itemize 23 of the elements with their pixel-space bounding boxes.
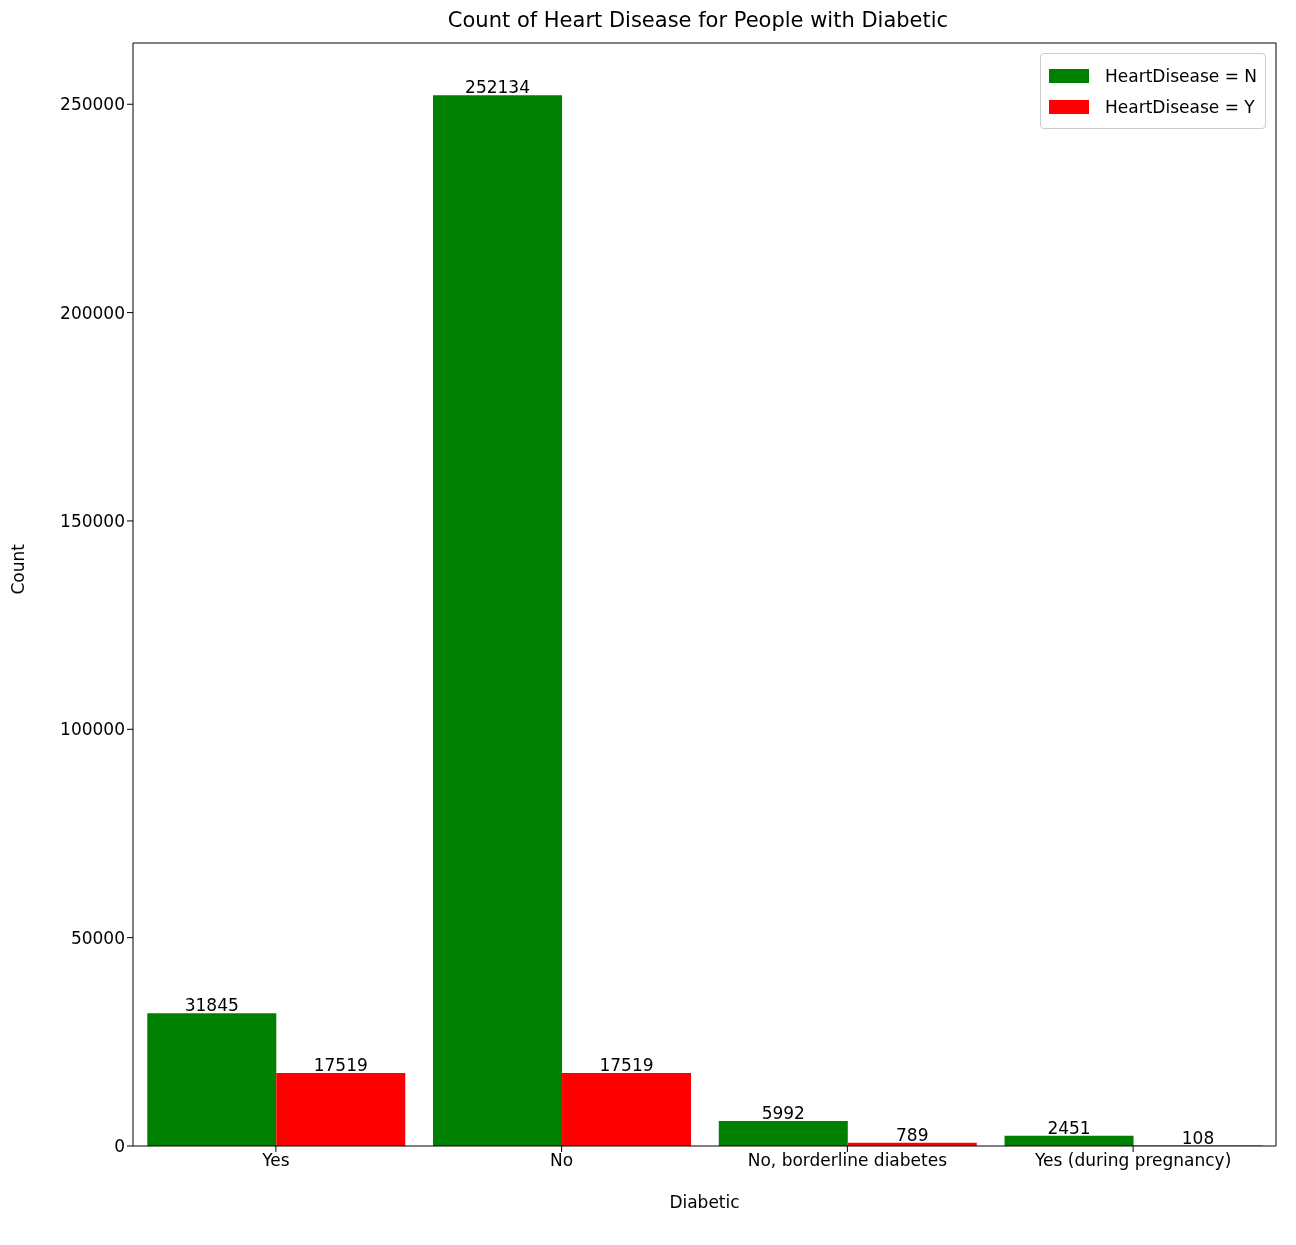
- legend-label: HeartDisease = N: [1104, 64, 1257, 88]
- y-axis-title: Count: [8, 543, 29, 595]
- x-tick-label: Yes (during pregnancy): [1033, 1150, 1232, 1171]
- x-tick-label: Yes: [261, 1150, 290, 1171]
- y-tick-label: 150000: [60, 510, 125, 531]
- y-tick-label: 100000: [60, 719, 125, 740]
- y-tick-label: 0: [114, 1136, 125, 1157]
- data-label: 108: [1181, 1127, 1215, 1148]
- x-tick-label: No: [550, 1150, 574, 1171]
- y-tick-label: 50000: [70, 927, 125, 948]
- x-tick-label: No, borderline diabetes: [747, 1150, 948, 1171]
- data-label: 252134: [465, 77, 530, 98]
- y-tick-label: 200000: [60, 302, 125, 323]
- data-label: 789: [896, 1124, 929, 1145]
- data-label: 17519: [599, 1055, 654, 1075]
- legend-label: HeartDisease = Y: [1104, 95, 1256, 119]
- data-label: 31845: [184, 995, 239, 1016]
- data-label: 2451: [1047, 1117, 1091, 1138]
- x-axis-title: Diabetic: [669, 1192, 740, 1212]
- data-label: 17519: [313, 1055, 368, 1075]
- data-label: 5992: [761, 1103, 805, 1124]
- y-tick-label: 250000: [60, 94, 125, 115]
- chart-title: Count of Heart Disease for People with Diabetic: [446, 8, 950, 34]
